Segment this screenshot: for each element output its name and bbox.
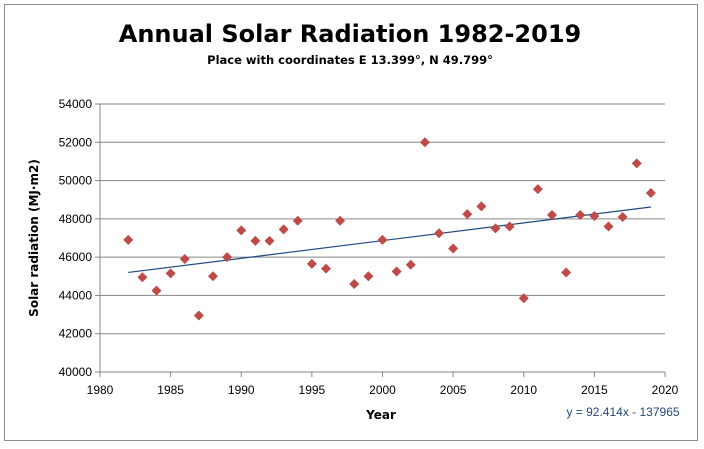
- x-tick-label: 1980: [87, 383, 114, 397]
- y-tick-label: 40000: [59, 365, 93, 379]
- data-point: [589, 210, 600, 221]
- data-point: [391, 266, 402, 277]
- chart-title: Annual Solar Radiation 1982-2019: [119, 20, 581, 48]
- data-point: [363, 271, 374, 282]
- x-axis-title: Year: [365, 408, 396, 422]
- data-point: [264, 235, 275, 246]
- data-point: [617, 211, 628, 222]
- data-point: [547, 210, 557, 221]
- trendline-group: [128, 206, 651, 274]
- x-tick-label: 1985: [157, 383, 184, 397]
- y-tick-label: 52000: [59, 135, 93, 149]
- data-point: [504, 221, 515, 232]
- x-tick-label: 2010: [510, 383, 537, 397]
- data-point: [448, 243, 459, 254]
- data-point: [165, 268, 176, 279]
- y-tick-label: 50000: [59, 174, 93, 188]
- data-point: [278, 224, 289, 235]
- y-tick-label: 54000: [59, 97, 93, 111]
- y-tick-label: 44000: [59, 288, 93, 302]
- y-tick-label: 42000: [59, 327, 93, 341]
- data-point: [250, 235, 261, 246]
- data-point: [321, 263, 331, 274]
- data-point: [532, 184, 543, 195]
- data-point: [476, 201, 487, 212]
- x-tick-label: 1990: [228, 383, 255, 397]
- x-tick-label: 2020: [652, 383, 679, 397]
- trendline-equation: y = 92.414x - 137965: [566, 405, 679, 419]
- y-tick-label: 46000: [59, 250, 93, 264]
- y-tick-labels: 40000 42000 44000 46000 48000 50000 52000 54000: [59, 97, 93, 379]
- data-point: [208, 271, 218, 282]
- data-point: [123, 234, 134, 245]
- data-point: [575, 210, 586, 221]
- data-point: [193, 310, 204, 321]
- data-point: [419, 137, 430, 148]
- data-point: [349, 278, 360, 289]
- x-tick-labels: 1980 1985 1990 1995 2000 2005 2010 2015 2020: [87, 383, 679, 397]
- data-point: [631, 158, 642, 169]
- data-point: [179, 254, 190, 265]
- data-point: [405, 259, 416, 270]
- data-point: [434, 228, 444, 239]
- gridlines: [95, 103, 665, 373]
- data-point: [137, 272, 148, 283]
- data-point: [518, 293, 529, 304]
- data-point: [377, 234, 388, 245]
- data-point: [292, 215, 303, 226]
- data-point: [236, 225, 247, 236]
- y-axis-title: Solar radiation (MJ·m2): [27, 159, 41, 317]
- data-point: [645, 188, 656, 199]
- data-point: [306, 258, 317, 269]
- y-tick-label: 48000: [59, 212, 93, 226]
- x-tick-label: 2015: [581, 383, 608, 397]
- data-point: [462, 209, 473, 220]
- data-point: [335, 215, 346, 226]
- chart-subtitle: Place with coordinates E 13.399°, N 49.7…: [207, 53, 493, 67]
- x-tick-label: 2000: [369, 383, 396, 397]
- data-point: [561, 267, 572, 278]
- trendline: [128, 206, 651, 274]
- data-point: [603, 221, 614, 232]
- data-point: [222, 252, 233, 263]
- chart-frame: [4, 4, 698, 441]
- data-points: [123, 137, 656, 321]
- axes: [99, 104, 666, 377]
- data-point: [490, 223, 501, 234]
- x-tick-label: 2005: [440, 383, 467, 397]
- data-point: [151, 285, 162, 296]
- x-tick-label: 1995: [299, 383, 326, 397]
